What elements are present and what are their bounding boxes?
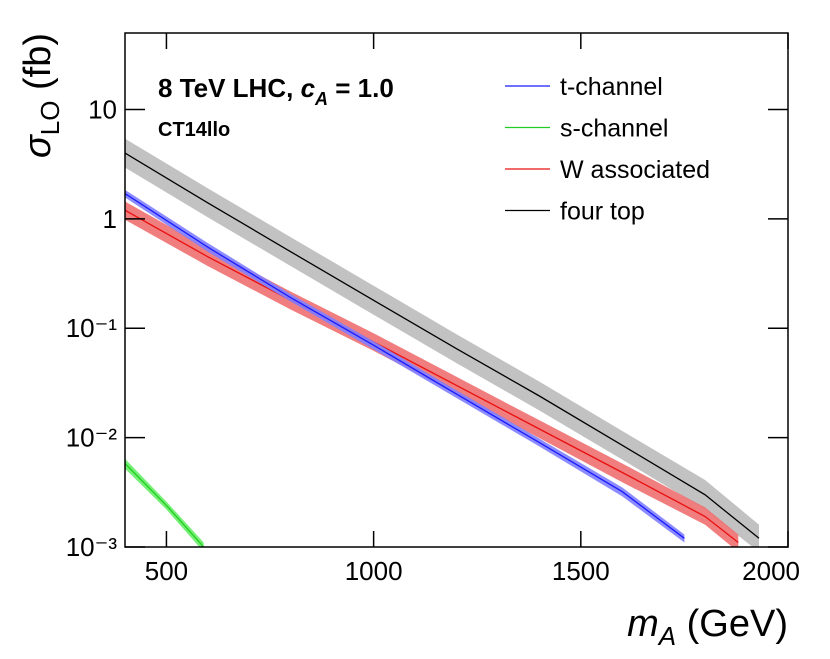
plot-frame [124,32,789,548]
legend-label: four top [560,198,645,226]
series-line [125,152,760,539]
y-tick-label: 10⁻³ [66,532,118,562]
series-line [125,463,205,547]
x-tick-label: 1000 [345,556,403,586]
x-tick-label: 2000 [742,556,800,586]
x-axis-unit: (GeV) [687,603,788,645]
plot-area [125,138,760,547]
y-tick-label: 10 [88,94,117,124]
error-band [125,138,759,547]
annotation-text: 8 TeV LHC, [158,73,293,103]
annotation-rest: = 1.0 [335,73,394,103]
x-axis-symbol: m [627,603,659,645]
error-band [125,189,685,543]
series-line [125,193,685,539]
y-tick-label: 1 [103,204,117,234]
annotation-subscript: A [314,89,328,109]
x-tick-label: 1500 [552,556,610,586]
annotation-symbol: c [301,73,316,103]
legend-label: W associated [560,156,710,184]
y-axis-subscript: LO [35,101,65,136]
series-line [125,209,739,544]
y-tick-label: 10⁻¹ [66,313,118,343]
annotation: 8 TeV LHC, cA = 1.0 [158,73,394,111]
legend-label: s-channel [560,115,668,143]
y-axis-symbol: σ [17,133,59,158]
y-tick-label: 10⁻² [66,423,118,453]
y-axis-title: σLO (fb) [17,33,68,158]
legend-label: t-channel [560,73,663,101]
pdf-label: CT14llo [158,119,230,141]
x-tick-label: 500 [145,556,188,586]
y-axis-unit: (fb) [17,33,59,90]
error-band [125,458,204,547]
x-axis-title: mA (GeV) [627,603,788,654]
x-axis-subscript: A [657,621,676,651]
